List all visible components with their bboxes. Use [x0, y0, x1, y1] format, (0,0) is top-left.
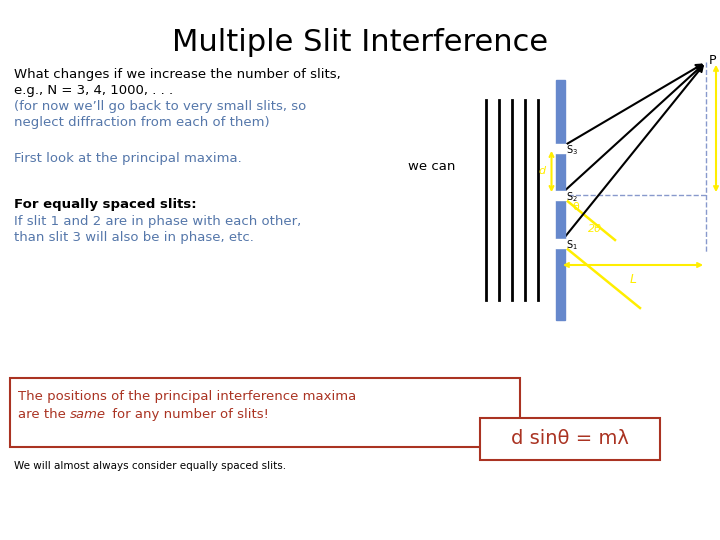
Text: d: d — [539, 166, 546, 177]
Text: Multiple Slit Interference: Multiple Slit Interference — [172, 28, 548, 57]
Bar — [556, 80, 564, 320]
Bar — [480, 418, 660, 460]
Text: S$_1$: S$_1$ — [567, 238, 578, 252]
Text: What changes if we increase the number of slits,: What changes if we increase the number o… — [14, 68, 341, 81]
Text: For equally spaced slits:: For equally spaced slits: — [14, 198, 197, 211]
Text: First look at the principal maxima.: First look at the principal maxima. — [14, 152, 242, 165]
Text: If slit 1 and 2 are in phase with each other,: If slit 1 and 2 are in phase with each o… — [14, 215, 301, 228]
Text: The positions of the principal interference maxima: The positions of the principal interfere… — [18, 390, 356, 403]
Text: (for now we’ll go back to very small slits, so: (for now we’ll go back to very small sli… — [14, 100, 306, 113]
Text: are the: are the — [18, 408, 70, 421]
Text: d sinθ = mλ: d sinθ = mλ — [511, 429, 629, 449]
Text: L: L — [629, 273, 636, 286]
Text: θ: θ — [572, 202, 579, 212]
Text: S$_2$: S$_2$ — [567, 190, 578, 204]
Text: e.g., N = 3, 4, 1000, . . .: e.g., N = 3, 4, 1000, . . . — [14, 84, 173, 97]
Text: We will almost always consider equally spaced slits.: We will almost always consider equally s… — [14, 461, 286, 471]
Bar — [554, 239, 565, 247]
Text: 2θ: 2θ — [588, 224, 602, 234]
Bar — [554, 191, 565, 199]
Text: neglect diffraction from each of them): neglect diffraction from each of them) — [14, 116, 269, 129]
Text: we can: we can — [408, 160, 455, 173]
Text: for any number of slits!: for any number of slits! — [108, 408, 269, 421]
Text: same: same — [70, 408, 106, 421]
Text: than slit 3 will also be in phase, etc.: than slit 3 will also be in phase, etc. — [14, 231, 254, 244]
Text: P: P — [709, 53, 716, 66]
Bar — [10, 378, 520, 447]
Bar — [554, 144, 565, 152]
Text: S$_3$: S$_3$ — [567, 143, 579, 157]
